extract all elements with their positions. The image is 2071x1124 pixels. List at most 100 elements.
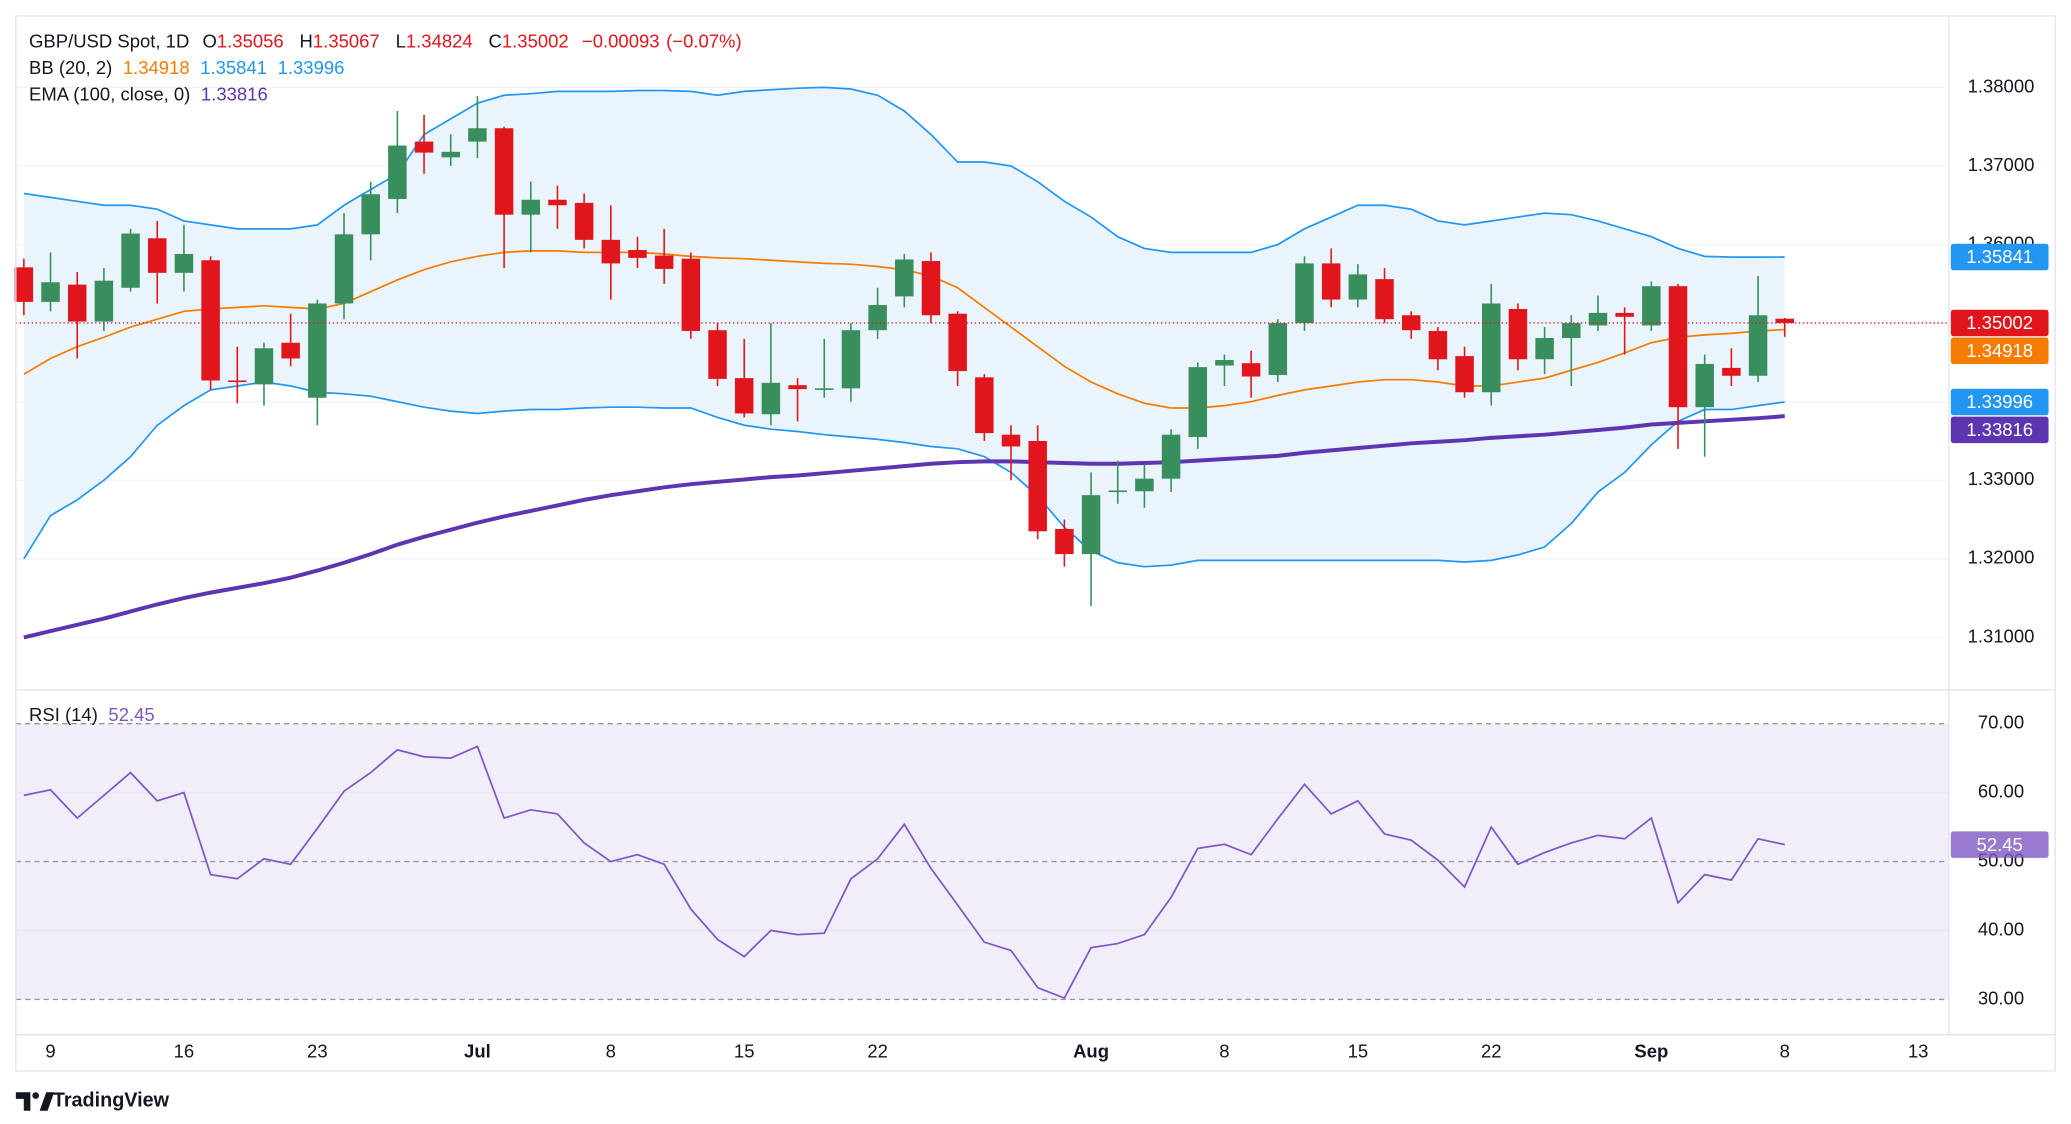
candle-body — [1508, 308, 1528, 360]
ohlc-letter: C — [489, 30, 502, 51]
candle-body — [201, 260, 220, 381]
ohlc-value: 1.35056 — [217, 30, 284, 51]
rsi-tick-label: 30.00 — [1978, 987, 2024, 1008]
candle-body — [601, 239, 621, 264]
candle-body — [148, 238, 167, 273]
rsi-tick-label: 40.00 — [1978, 918, 2024, 939]
logo-mark — [39, 1092, 55, 1111]
candle-body — [708, 330, 727, 379]
watermark: TradingView — [53, 1090, 170, 1112]
rsi-tag: 52.45 — [1977, 834, 2023, 855]
ema-line — [23, 414, 1785, 640]
candle-body — [14, 267, 34, 302]
rsi-name: RSI (14) — [29, 704, 98, 725]
candle-body — [628, 250, 647, 258]
y-tick-label: 1.37000 — [1968, 154, 2035, 175]
candle-body — [548, 199, 567, 206]
candle-body — [468, 128, 487, 142]
candle-body — [67, 284, 87, 322]
candle-body — [1055, 528, 1074, 555]
candle-body — [441, 151, 460, 158]
candle-body — [1161, 434, 1181, 479]
candle-body — [414, 141, 434, 153]
bb-upper-value: 1.35841 — [200, 57, 267, 78]
x-tick-label: 8 — [1219, 1040, 1229, 1061]
candle-body — [1375, 279, 1394, 320]
rsi-tick-label: 70.00 — [1978, 712, 2024, 733]
candle-body — [361, 194, 380, 235]
ohlc-value: 1.35067 — [313, 30, 380, 51]
x-tick-label: 23 — [307, 1040, 328, 1061]
candle-body — [921, 261, 941, 316]
legend-rsi: RSI (14) 52.45 — [29, 704, 155, 725]
x-tick-label: 16 — [174, 1040, 195, 1061]
ema-tag: 1.33816 — [1966, 419, 2033, 440]
candle-body — [1188, 367, 1208, 438]
legend-ohlc: GBP/USD Spot, 1D O1.35056 H1.35067 L1.34824… — [29, 30, 742, 51]
candle-body — [228, 380, 247, 383]
candle-body — [1482, 303, 1501, 393]
ohlc-value: 1.35002 — [502, 30, 569, 51]
x-tick-label: 22 — [1481, 1040, 1502, 1061]
ohlc-value: 1.34824 — [406, 30, 473, 51]
y-tick-label: 1.33000 — [1968, 468, 2035, 489]
candle-body — [1348, 274, 1368, 300]
candle-body — [1748, 315, 1768, 376]
candle-body — [1535, 338, 1554, 360]
candle-body — [521, 199, 541, 215]
candle-body — [841, 330, 861, 389]
candle-body — [761, 382, 781, 415]
rsi-tag-bg — [1950, 831, 2049, 858]
last-price-tag: 1.35002 — [1966, 312, 2033, 333]
ema-name: EMA (100, close, 0) — [29, 83, 190, 104]
bb-upper-tag-bg — [1950, 243, 2049, 271]
candle-body — [1775, 318, 1794, 323]
candle-body — [308, 303, 327, 398]
candle-body — [1615, 312, 1634, 317]
candle-body — [1268, 323, 1288, 375]
candle-body — [494, 128, 514, 215]
candle-body — [734, 378, 754, 414]
y-tick-label: 1.31000 — [1968, 625, 2035, 646]
x-tick-label: 13 — [1908, 1040, 1929, 1061]
candle-body — [1135, 478, 1154, 492]
y-tick-label: 1.38000 — [1968, 75, 2035, 96]
candle-body — [1001, 434, 1021, 447]
logo — [15, 1092, 55, 1111]
candle-body — [174, 253, 194, 273]
candle-body — [1215, 360, 1234, 366]
x-tick-label: 9 — [45, 1040, 55, 1061]
candle-body — [281, 342, 300, 359]
candle-body — [1668, 286, 1688, 408]
candle-body — [1241, 363, 1261, 377]
candle-body — [1722, 367, 1741, 376]
x-tick-label: 22 — [867, 1040, 888, 1061]
candle-body — [94, 280, 114, 322]
x-tick-label: 8 — [606, 1040, 616, 1061]
ema-tag-bg — [1950, 416, 2049, 444]
bb-lower-tag: 1.33996 — [1966, 391, 2033, 412]
ohlc-letter: L — [396, 30, 406, 51]
candle-body — [654, 255, 674, 269]
plot-layer: 1.310001.320001.330001.340001.350001.360… — [14, 30, 2049, 1061]
rsi-value: 52.45 — [108, 704, 154, 725]
candle-body — [1695, 363, 1714, 408]
bb-middle-tag: 1.34918 — [1966, 340, 2033, 361]
ema-value: 1.33816 — [201, 83, 268, 104]
bb-lower-tag-bg — [1950, 388, 2049, 416]
candle-body — [868, 305, 887, 331]
frame — [15, 15, 2056, 1072]
x-tick-label: Jul — [464, 1040, 491, 1061]
candle-body — [121, 233, 140, 288]
band-fill — [23, 87, 1785, 567]
candle-body — [254, 348, 274, 385]
candle-body — [948, 313, 967, 372]
candle-body — [1108, 490, 1127, 493]
bb-upper-tag: 1.35841 — [1966, 246, 2033, 267]
bb-middle-value: 1.34918 — [123, 57, 190, 78]
x-tick-label: 15 — [1348, 1040, 1369, 1061]
logo-mark — [15, 1092, 31, 1111]
x-tick-label: Aug — [1073, 1040, 1109, 1061]
candle-body — [1455, 356, 1474, 393]
